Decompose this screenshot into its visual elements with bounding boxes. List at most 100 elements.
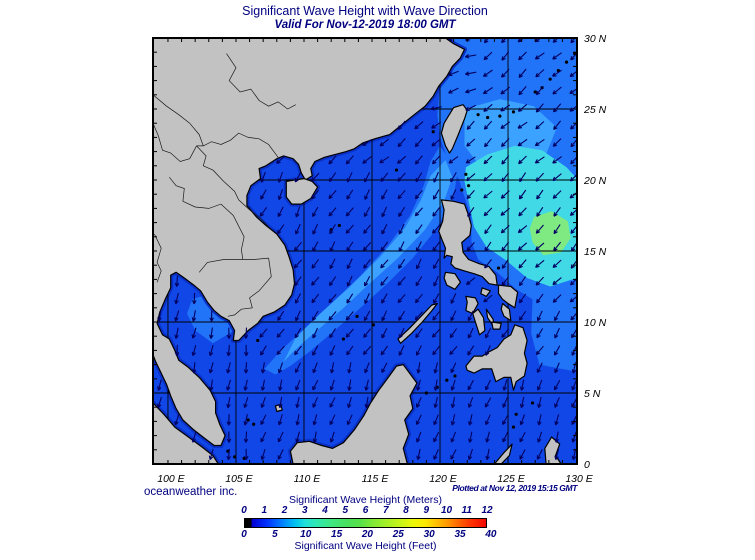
wave-arrow [328,190,337,200]
wave-arrow [484,397,492,408]
plotted-timestamp: Plotted at Nov 12, 2019 15:15 GMT [452,483,577,493]
wave-arrow [294,328,302,339]
wave-arrow [552,156,562,164]
wave-arrow [260,171,266,183]
islet [445,378,449,382]
wave-arrow [571,379,577,391]
border-thailand-cambodia [198,259,243,273]
wave-arrow [243,379,248,391]
wave-arrow [329,414,336,426]
wave-arrow [483,103,493,112]
wave-arrow [329,241,336,252]
wave-arrow [191,344,197,357]
wave-arrow [277,431,284,443]
wave-arrow [277,171,284,183]
islet [533,90,537,94]
wave-arrow [432,241,440,252]
border-thailand-myanmar [154,233,162,283]
land-halmahera [544,436,562,464]
wave-arrow [466,138,476,147]
wave-arrow [414,207,424,217]
wave-arrow [534,52,545,60]
wave-arrow [345,328,354,338]
meters-tick-9: 9 [423,505,430,516]
wave-arrow [432,207,441,217]
wave-arrow [484,327,492,339]
wave-arrow [500,68,510,78]
wave-arrow [518,155,527,165]
wave-arrow [483,120,493,130]
wave-arrow [501,155,510,165]
wave-arrow [346,293,354,304]
wave-arrow [362,345,372,356]
wave-arrow [500,224,510,234]
wave-arrow [277,206,284,218]
wave-arrow [397,276,406,286]
feet-tick-10: 10 [300,529,312,540]
wave-arrow [379,156,390,164]
wave-arrow [243,448,249,461]
wave-arrow [398,206,406,217]
wave-arrow [466,120,475,130]
wave-arrow [552,190,562,199]
wave-arrow [450,310,457,322]
wave-arrow [243,396,249,408]
wave-arrow [312,345,319,356]
wave-arrow [381,223,388,235]
colorbar-feet-title: Significant Wave Height (Feet) [294,540,437,552]
wave-arrow [519,172,527,183]
wave-arrow [380,345,389,356]
wave-region-philippine-sea-green [529,211,571,256]
wave-arrow [157,396,162,408]
wave-arrow [569,277,577,286]
wave-arrow [311,259,320,269]
wave-arrow [346,345,354,356]
wave-arrow [554,310,561,322]
wave-arrow [467,379,474,391]
wave-arrow [433,293,440,304]
wave-arrow [260,431,267,443]
wave-arrow [450,414,456,426]
wave-arrow [329,397,336,408]
wave-arrow [467,345,475,356]
wave-arrow [431,328,441,338]
land-bohol [491,321,502,330]
wave-arrow [295,414,300,426]
wave-arrow [347,396,352,409]
wave-arrow [552,294,562,303]
wave-arrow [260,362,266,374]
wave-arrow [346,171,353,183]
wave-arrow [312,362,318,374]
wave-arrow [484,241,492,252]
wave-arrow [415,345,422,356]
wave-arrow [535,172,545,182]
wave-arrow [517,103,528,112]
land-masbate [480,287,491,297]
wave-arrow [191,431,197,443]
wave-arrow [243,431,249,443]
islet [530,401,535,405]
wave-arrow [259,328,268,338]
wave-arrow [174,310,180,322]
wave-arrow [519,449,526,460]
wave-arrow [535,85,544,96]
wave-arrow [295,396,300,409]
wave-arrow [363,224,371,234]
colorbar-gradient [244,518,487,528]
wave-arrow [312,223,319,235]
wave-arrow [364,172,371,183]
wave-arrow [517,121,528,129]
valid-time-subtitle: Valid For Nov-12-2019 18:00 GMT [274,19,456,31]
wave-arrow [226,344,231,357]
wave-arrow [483,294,493,303]
wave-arrow [294,345,302,356]
wave-arrow [466,190,475,200]
wave-arrow [329,224,336,235]
islet [341,337,346,341]
wave-arrow [398,258,406,269]
wave-arrow [554,414,560,426]
wave-arrow [535,103,544,113]
wave-arrow [312,397,319,408]
wave-arrow [450,431,457,443]
islet [464,172,468,176]
